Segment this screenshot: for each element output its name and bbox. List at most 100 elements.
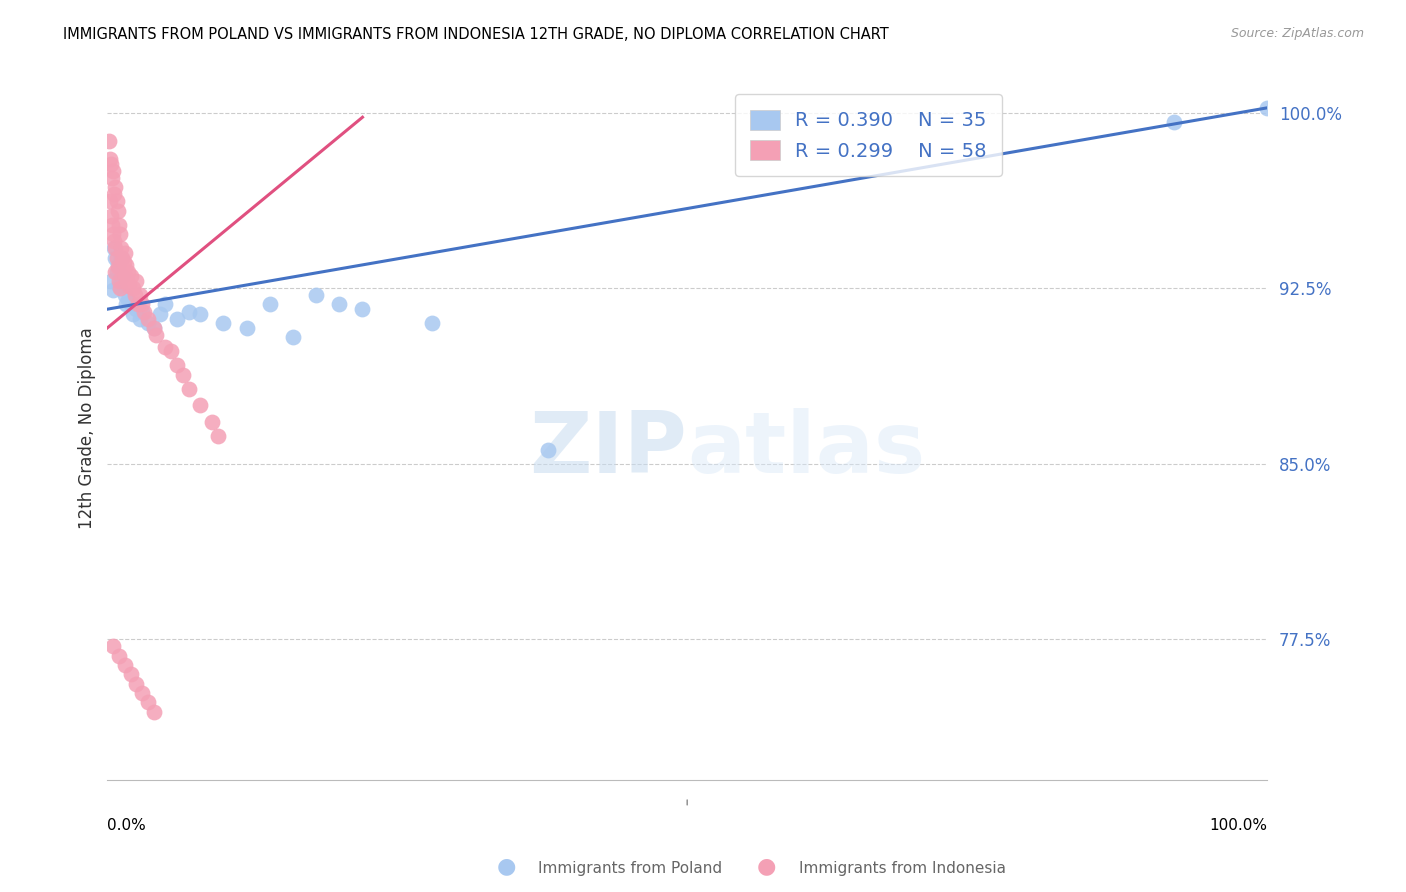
Text: IMMIGRANTS FROM POLAND VS IMMIGRANTS FROM INDONESIA 12TH GRADE, NO DIPLOMA CORRE: IMMIGRANTS FROM POLAND VS IMMIGRANTS FRO… [63,27,889,42]
Point [166,311,188,326]
Point [104,265,127,279]
Point [125,274,148,288]
Point [115,274,138,288]
Point [108,648,131,663]
Text: ●: ● [496,856,516,876]
Point [128,288,150,302]
Point [98,153,121,167]
Point [172,368,194,382]
Point [120,269,142,284]
Point [104,180,127,194]
Point [160,344,183,359]
Point [420,316,443,330]
Point [101,284,124,298]
Point [114,269,136,284]
Point [166,359,188,373]
Point [120,297,142,311]
Point [104,251,127,265]
Point [110,241,132,255]
Point [114,657,136,672]
Point [131,297,153,311]
Point [100,157,122,171]
Point [188,398,211,412]
Text: 0.0%: 0.0% [107,818,146,833]
Point [259,297,281,311]
Point [114,288,136,302]
Point [188,307,211,321]
Point [101,218,124,232]
Point [328,297,350,311]
Point [101,164,124,178]
Point [125,676,148,690]
Text: Source: ZipAtlas.com: Source: ZipAtlas.com [1230,27,1364,40]
Point [107,258,129,272]
Point [103,234,125,248]
Point [136,316,159,330]
Point [148,307,170,321]
Point [117,293,139,307]
Point [101,639,124,653]
Point [111,269,134,284]
Point [108,227,131,242]
Point [537,442,560,457]
Point [105,251,128,265]
Point [100,274,122,288]
Point [1163,115,1185,129]
Point [145,327,167,342]
Point [142,705,165,719]
Text: Immigrants from Poland: Immigrants from Poland [538,861,723,876]
Point [128,311,150,326]
Point [136,695,159,709]
Point [134,304,156,318]
Point [115,297,138,311]
Point [101,227,124,242]
Y-axis label: 12th Grade, No Diploma: 12th Grade, No Diploma [79,327,96,530]
Point [1256,101,1278,115]
Point [103,187,125,202]
Point [122,281,145,295]
Point [108,218,131,232]
Point [136,311,159,326]
Point [111,251,134,265]
Point [108,281,131,295]
Point [142,321,165,335]
Text: ●: ● [756,856,776,876]
Point [235,321,257,335]
Point [131,686,153,700]
Point [108,274,131,288]
Point [103,241,125,255]
Point [212,316,235,330]
Point [142,321,165,335]
Point [207,428,229,442]
Point [305,288,328,302]
Point [177,382,200,396]
Point [117,265,139,279]
Point [107,203,129,218]
Text: atlas: atlas [688,409,925,491]
Point [107,260,129,274]
Point [98,194,121,209]
Point [104,241,127,255]
Point [125,302,148,317]
Point [124,288,146,302]
Point [112,255,135,269]
Text: 100.0%: 100.0% [1209,818,1267,833]
Point [122,307,145,321]
Point [281,330,304,344]
Text: ZIP: ZIP [530,409,688,491]
Text: Immigrants from Indonesia: Immigrants from Indonesia [799,861,1005,876]
Point [127,297,149,311]
Legend: R = 0.390    N = 35, R = 0.299    N = 58: R = 0.390 N = 35, R = 0.299 N = 58 [735,95,1002,176]
Point [118,278,141,293]
Point [105,265,128,279]
Point [155,297,177,311]
Point [352,302,374,317]
Point [100,209,122,223]
Point [201,415,224,429]
Point [108,278,131,293]
Point [105,194,128,209]
Point [177,304,200,318]
Point [97,134,120,148]
Point [155,340,177,354]
Point [131,304,153,318]
